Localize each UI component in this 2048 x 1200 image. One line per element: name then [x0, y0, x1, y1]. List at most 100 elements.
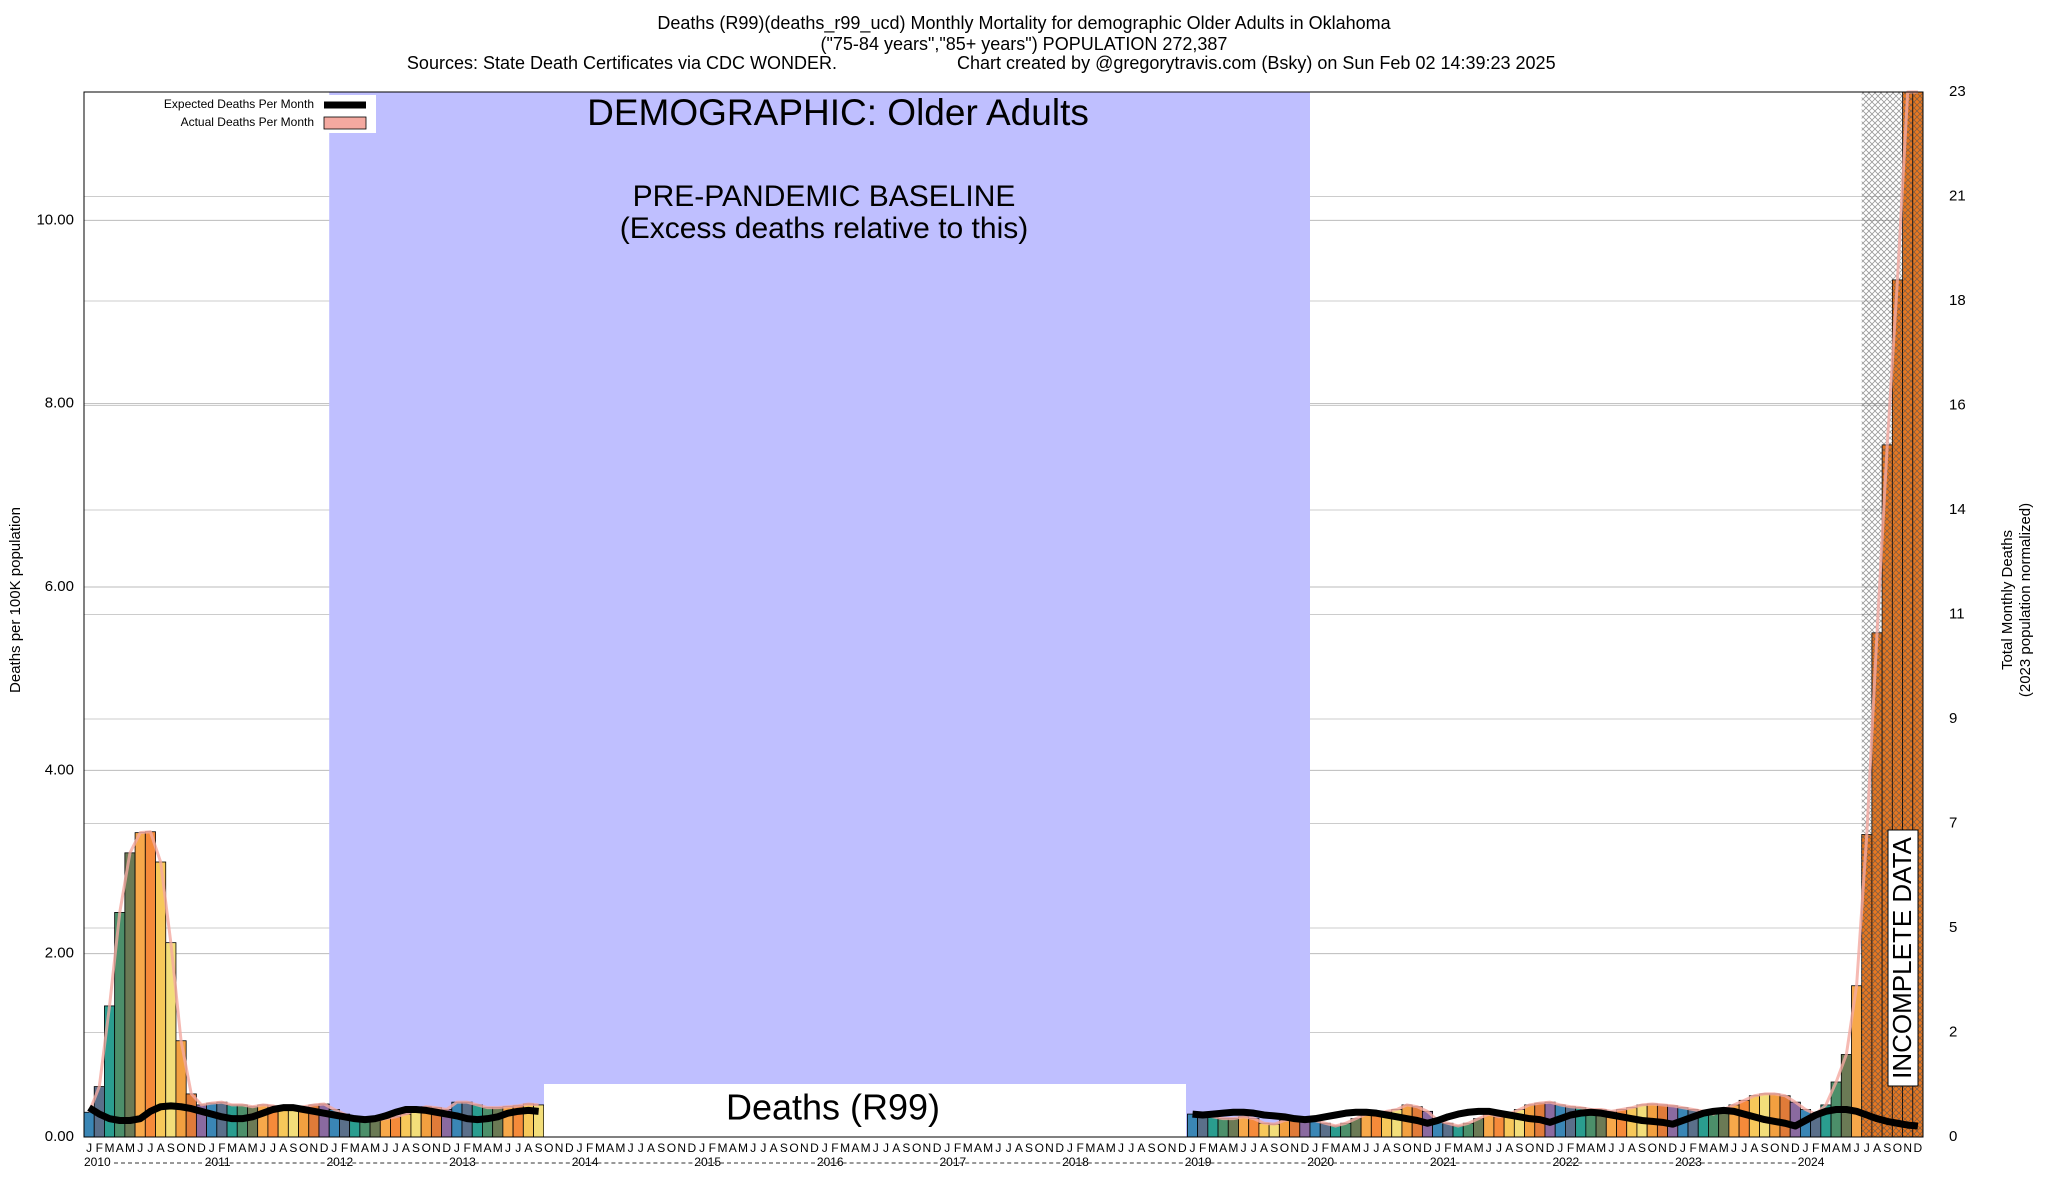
x-tick-label: A [851, 1141, 859, 1155]
x-tick-label: S [535, 1141, 543, 1155]
year-label: 2019 [1185, 1155, 1212, 1169]
x-tick-label: M [248, 1141, 258, 1155]
x-tick-label: D [933, 1141, 942, 1155]
x-tick-label: O [1280, 1141, 1289, 1155]
x-tick-label: M [493, 1141, 503, 1155]
x-tick-label: J [1496, 1141, 1502, 1155]
x-tick-label: A [1832, 1141, 1840, 1155]
x-tick-label: A [1097, 1141, 1105, 1155]
bar [124, 852, 136, 1138]
expected-line [87, 1102, 539, 1124]
bar [1789, 1101, 1801, 1138]
x-tick-label: D [1055, 1141, 1064, 1155]
x-tick-label: S [780, 1141, 788, 1155]
bar [83, 1111, 95, 1138]
x-tick-label: A [524, 1141, 532, 1155]
bar [134, 832, 146, 1138]
x-tick-label: D [565, 1141, 574, 1155]
x-tick-label: F [1567, 1141, 1574, 1155]
x-tick-label: M [472, 1141, 482, 1155]
x-tick-label: A [606, 1141, 614, 1155]
x-tick-label: J [1363, 1141, 1369, 1155]
x-tick-label: J [260, 1141, 266, 1155]
x-tick-label: M [615, 1141, 625, 1155]
x-tick-label: M [1474, 1141, 1484, 1155]
chart-subtitle: ("75-84 years","85+ years") POPULATION 2… [821, 34, 1228, 54]
y2-tick-label: 21 [1949, 187, 1966, 204]
x-tick-label: M [1821, 1141, 1831, 1155]
x-tick-label: N [923, 1141, 932, 1155]
x-tick-label: F [1322, 1141, 1329, 1155]
x-tick-label: J [638, 1141, 644, 1155]
legend-label: Expected Deaths Per Month [164, 97, 314, 111]
x-tick-label: N [310, 1141, 319, 1155]
bar-hatch [1871, 632, 1883, 1137]
x-tick-label: O [912, 1141, 921, 1155]
x-tick-label: F [1689, 1141, 1696, 1155]
x-tick-label: S [289, 1141, 297, 1155]
x-tick-label: A [116, 1141, 124, 1155]
x-tick-label: O [176, 1141, 185, 1155]
x-tick-label: J [1118, 1141, 1124, 1155]
x-tick-label: A [157, 1141, 165, 1155]
x-tick-label: M [1596, 1141, 1606, 1155]
x-tick-label: D [1301, 1141, 1310, 1155]
bar [1370, 1113, 1382, 1138]
x-tick-label: J [86, 1141, 92, 1155]
bar [1258, 1122, 1270, 1138]
bar-hatch [1902, 92, 1913, 1137]
x-tick-label: A [1015, 1141, 1023, 1155]
bar [1452, 1125, 1464, 1138]
x-tick-label: J [1741, 1141, 1747, 1155]
year-label: 2024 [1798, 1155, 1825, 1169]
x-tick-label: J [822, 1141, 828, 1155]
x-tick-label: S [1761, 1141, 1769, 1155]
x-tick-label: J [1251, 1141, 1257, 1155]
x-tick-label: A [729, 1141, 737, 1155]
x-tick-label: M [963, 1141, 973, 1155]
baseline-label: PRE-PANDEMIC BASELINE [633, 180, 1016, 213]
x-tick-label: N [800, 1141, 809, 1155]
x-tick-label: S [657, 1141, 665, 1155]
x-tick-label: A [1710, 1141, 1718, 1155]
year-label: 2015 [694, 1155, 721, 1169]
x-tick-label: S [1270, 1141, 1278, 1155]
y2-tick-label: 11 [1949, 605, 1965, 622]
x-tick-label: J [505, 1141, 511, 1155]
legend-swatch [323, 116, 367, 130]
x-tick-label: S [902, 1141, 910, 1155]
y2-tick-label: 0 [1949, 1128, 1957, 1145]
y-tick-label: 0.00 [45, 1128, 74, 1145]
x-tick-label: J [1067, 1141, 1073, 1155]
x-tick-label: S [1515, 1141, 1523, 1155]
x-tick-label: J [577, 1141, 583, 1155]
x-tick-label: A [1628, 1141, 1636, 1155]
x-tick-label: A [279, 1141, 287, 1155]
x-tick-label: O [1402, 1141, 1411, 1155]
y2-tick-label: 23 [1949, 83, 1966, 100]
x-tick-label: S [1148, 1141, 1156, 1155]
y2-axis-note: (2023 population normalized) [2017, 503, 2034, 697]
x-tick-label: M [350, 1141, 360, 1155]
x-tick-label: A [974, 1141, 982, 1155]
x-tick-label: O [1035, 1141, 1044, 1155]
x-tick-label: J [1864, 1141, 1870, 1155]
year-label: 2013 [449, 1155, 476, 1169]
bar-hatch [1882, 444, 1893, 1138]
x-tick-label: A [647, 1141, 655, 1155]
x-tick-label: S [1025, 1141, 1033, 1155]
bar [287, 1109, 299, 1138]
x-tick-label: O [789, 1141, 798, 1155]
bar [185, 1093, 197, 1138]
x-tick-label: A [892, 1141, 900, 1155]
x-tick-label: M [840, 1141, 850, 1155]
x-tick-label: M [125, 1141, 135, 1155]
incomplete-label: INCOMPLETE DATA [1887, 836, 1917, 1078]
x-tick-label: N [1536, 1141, 1545, 1155]
x-tick-label: J [1435, 1141, 1441, 1155]
credit: Chart created by @gregorytravis.com (Bsk… [957, 53, 1556, 73]
x-tick-label: M [1576, 1141, 1586, 1155]
x-tick-label: F [1076, 1141, 1083, 1155]
year-label: 2020 [1307, 1155, 1334, 1169]
bar [390, 1116, 402, 1138]
